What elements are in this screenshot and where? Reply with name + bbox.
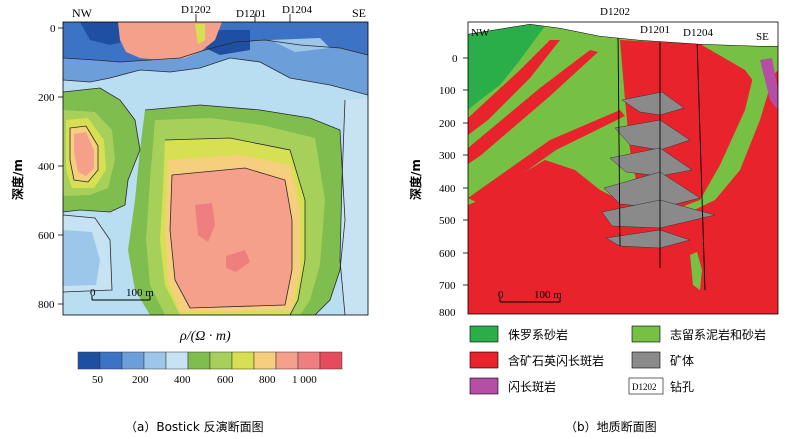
colorbar-swatch	[297, 351, 321, 370]
left-borehole-d1202: D1202	[181, 4, 211, 16]
right-depth-tick: 700	[439, 280, 456, 292]
legend-borehole-box-label: D1202	[632, 382, 657, 392]
legend-swatch-silurian	[631, 325, 661, 343]
right-borehole-d1202: D1202	[600, 6, 630, 18]
left-depth-tick: 800	[38, 299, 55, 311]
right-borehole-d1204: D1204	[683, 27, 713, 39]
colorbar-tick: 200	[132, 374, 149, 386]
left-corner-se: SE	[352, 6, 366, 20]
colorbar-tick: 400	[174, 374, 191, 386]
right-depth-tick: 200	[439, 118, 456, 130]
legend-label-orebody: 矿体	[670, 354, 694, 368]
left-depth-ticks: 0 200 400 600 800	[38, 23, 56, 311]
right-depth-tick: 600	[439, 248, 456, 260]
right-depth-tick: 400	[439, 183, 456, 195]
legend-label-ore-porphyry: 含矿石英闪长斑岩	[508, 353, 604, 368]
resistivity-label: ρ/(Ω · m)	[179, 329, 231, 344]
colorbar-swatch	[275, 351, 299, 370]
right-depth-tick: 800	[439, 307, 456, 319]
left-depth-tick: 600	[38, 230, 55, 242]
left-scale-zero: 0	[90, 287, 96, 299]
left-borehole-d1204: D1204	[282, 4, 312, 16]
colorbar-swatch	[187, 351, 211, 370]
colorbar-swatch	[319, 351, 343, 370]
colorbar-swatch	[209, 351, 233, 370]
left-depth-axis-label: 深度/m	[10, 159, 25, 200]
legend-swatch-ore-porphyry	[469, 351, 499, 369]
legend-label-silurian: 志留系泥岩和砂岩	[670, 327, 766, 342]
left-corner-nw: NW	[72, 6, 93, 20]
right-depth-axis-label: 深度/m	[408, 159, 423, 200]
left-depth-tick: 400	[38, 161, 55, 173]
right-borehole-d1201: D1201	[640, 24, 670, 36]
right-scale-zero: 0	[498, 289, 504, 301]
legend-label-diorite: 闪长斑岩	[508, 379, 556, 394]
legend: D1202	[469, 325, 664, 395]
left-depth-tick: 0	[50, 23, 56, 35]
bostick-section	[58, 14, 369, 316]
left-scale-value: 100 m	[126, 287, 154, 299]
colorbar-swatch	[253, 351, 277, 370]
colorbar-swatch	[165, 351, 189, 370]
colorbar-tick: 800	[259, 374, 276, 386]
colorbar-swatch	[143, 351, 167, 370]
right-depth-tick: 0	[452, 53, 458, 65]
legend-swatch-jurassic	[469, 325, 499, 343]
right-depth-tick: 100	[439, 85, 456, 97]
colorbar	[77, 351, 343, 370]
legend-label-jurassic: 侏罗系砂岩	[508, 327, 568, 342]
colorbar-swatch	[77, 351, 101, 370]
right-depth-ticks: 0 100 200 300 400 500 600 700 800	[439, 53, 458, 319]
right-corner-se: SE	[756, 31, 769, 43]
colorbar-tick: 50	[92, 374, 104, 386]
geologic-section	[463, 21, 779, 315]
colorbar-tick: 600	[217, 374, 234, 386]
right-depth-tick: 500	[439, 215, 456, 227]
legend-swatch-borehole	[628, 377, 664, 395]
legend-swatch-diorite	[469, 377, 499, 395]
right-depth-tick: 300	[439, 150, 456, 162]
caption-a: （a）Bostick 反演断面图	[125, 419, 264, 434]
right-scale-value: 100 m	[534, 289, 562, 301]
colorbar-swatch	[99, 351, 123, 370]
colorbar-swatch	[231, 351, 255, 370]
legend-label-borehole: 钻孔	[670, 379, 694, 394]
right-corner-nw: NW	[471, 27, 490, 39]
left-depth-tick: 200	[38, 92, 55, 104]
colorbar-tick: 1 000	[292, 374, 317, 386]
colorbar-swatch	[121, 351, 145, 370]
left-borehole-d1201: D1201	[236, 8, 266, 20]
caption-b: （b）地质断面图	[565, 419, 657, 434]
colorbar-ticks: 50 200 400 600 800 1 000	[92, 374, 317, 386]
legend-swatch-orebody	[631, 351, 661, 369]
